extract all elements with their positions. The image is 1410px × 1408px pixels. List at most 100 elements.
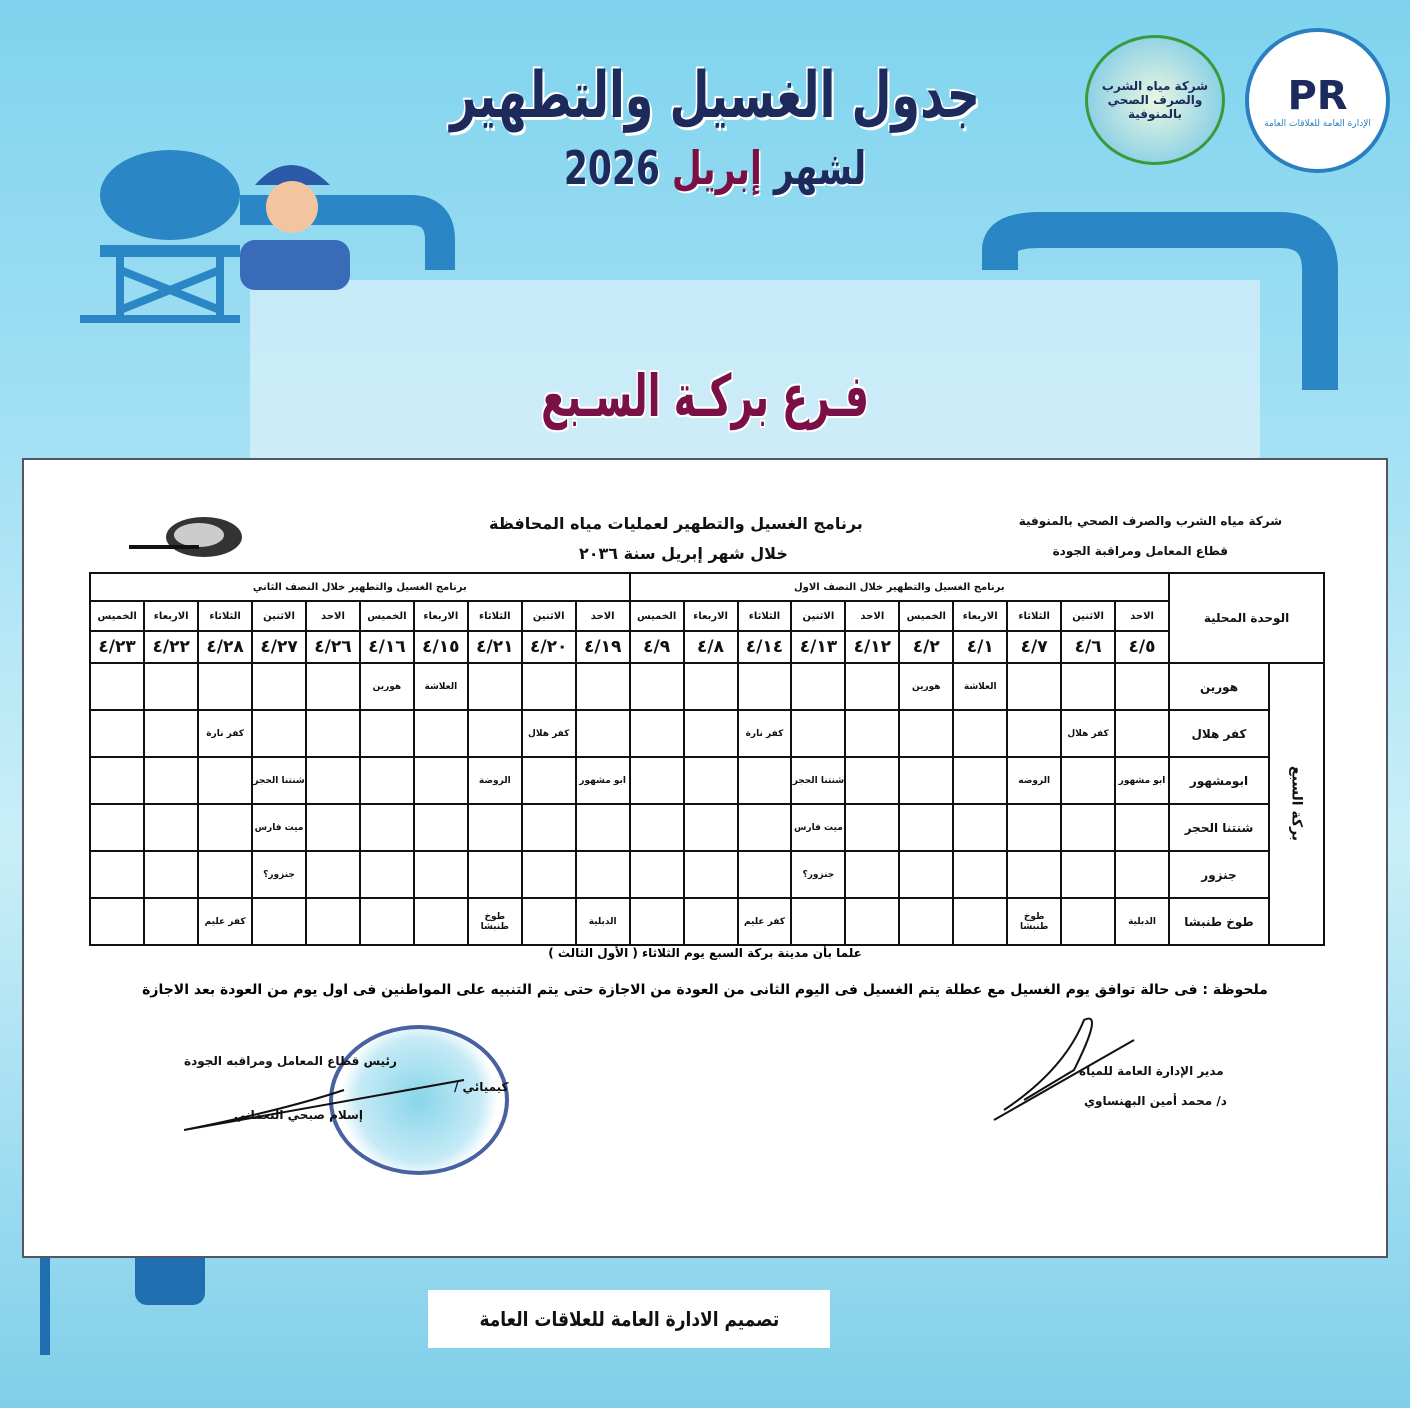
schedule-cell: طوخ طنبشا	[466, 897, 523, 946]
lab-logo	[129, 517, 242, 557]
schedule-cell	[88, 803, 146, 852]
schedule-cell	[574, 803, 631, 852]
schedule-cell	[358, 756, 415, 805]
side-label: بركة السبع	[1268, 662, 1325, 946]
schedule-cell	[682, 709, 739, 758]
date-header: ٤/٢٦	[305, 630, 361, 664]
schedule-cell	[1060, 850, 1117, 899]
schedule-cell	[628, 662, 685, 711]
unit-name: كفر هلال	[1168, 709, 1270, 758]
day-header: الاربعاء	[952, 600, 1009, 632]
date-header: ٤/٢٠	[520, 630, 577, 664]
schedule-cell: كفر نارة	[197, 709, 254, 758]
schedule-cell	[466, 850, 523, 899]
signature	[993, 1017, 1135, 1121]
schedule-cell	[520, 756, 577, 805]
schedule-cell	[952, 756, 1009, 805]
date-header: ٤/١٦	[358, 630, 415, 664]
schedule-cell	[520, 662, 577, 711]
schedule-cell	[1060, 662, 1117, 711]
half1-title: برنامج الغسيل والتطهير خلال النصف الاول	[628, 572, 1171, 602]
day-header: الخميس	[358, 600, 415, 632]
doc-period: خلال شهر إبريل سنة ٢٠٣٦	[579, 544, 788, 563]
schedule-cell	[628, 897, 685, 946]
schedule-cell	[898, 756, 955, 805]
schedule-table: الوحدة المحلية برنامج الغسيل والتطهير خلا…	[88, 572, 1325, 946]
schedule-cell	[682, 803, 739, 852]
schedule-cell	[1114, 662, 1170, 711]
official-stamp	[329, 1025, 509, 1175]
schedule-cell	[1006, 803, 1063, 852]
day-header: الاربعاء	[143, 600, 200, 632]
date-header: ٤/٧	[1006, 630, 1063, 664]
schedule-cell	[412, 850, 469, 899]
schedule-cell: العلاشة	[952, 662, 1009, 711]
date-header: ٤/١٣	[790, 630, 847, 664]
schedule-cell	[88, 662, 146, 711]
pipe-decoration	[250, 212, 1338, 470]
schedule-cell	[358, 897, 415, 946]
day-header: الاحد	[574, 600, 631, 632]
doc-sector: قطاع المعامل ومراقبة الجودة	[1052, 544, 1228, 558]
schedule-cell	[143, 709, 200, 758]
schedule-cell: الروضة	[466, 756, 523, 805]
schedule-cell	[898, 709, 955, 758]
pr-logo-text: الإدارة العامة للعلاقات العامة	[1264, 118, 1371, 129]
schedule-cell: كفر هلال	[520, 709, 577, 758]
schedule-cell	[251, 662, 307, 711]
date-header: ٤/٩	[628, 630, 685, 664]
table-row: شنتنا الحجر ميت فارس ميت فارس	[88, 803, 1324, 852]
schedule-cell: كفر نارة	[736, 709, 793, 758]
unit-header: الوحدة المحلية	[1168, 572, 1325, 664]
half2-title: برنامج الغسيل والتطهير خلال النصف الثاني	[89, 572, 631, 602]
water-tank-decoration	[80, 150, 455, 323]
schedule-cell	[682, 756, 739, 805]
holiday-note: ملحوظة : فى حالة توافق يوم الغسيل مع عطل…	[142, 982, 1268, 998]
schedule-cell	[844, 803, 901, 852]
day-header: الاثنين	[520, 600, 577, 632]
schedule-cell	[790, 709, 847, 758]
schedule-cell	[1006, 709, 1063, 758]
schedule-cell	[736, 662, 793, 711]
schedule-cell: هورين	[358, 662, 415, 711]
pr-logo-mark: PR	[1287, 72, 1348, 119]
schedule-cell: ميت فارس	[251, 803, 307, 852]
schedule-cell	[197, 850, 254, 899]
schedule-cell: هورين	[898, 662, 955, 711]
schedule-cell: شنتنا الحجر	[790, 756, 847, 805]
branch-title: فـرع بركـة السـبع	[541, 362, 869, 430]
schedule-cell	[143, 662, 200, 711]
schedule-cell: الروضه	[1006, 756, 1063, 805]
schedule-cell	[736, 756, 793, 805]
pr-logo: PR الإدارة العامة للعلاقات العامة	[1245, 28, 1390, 173]
schedule-cell	[574, 662, 631, 711]
schedule-cell	[520, 850, 577, 899]
schedule-cell	[358, 709, 415, 758]
schedule-cell	[88, 709, 146, 758]
date-header: ٤/١٩	[574, 630, 631, 664]
unit-name: شنتنا الحجر	[1168, 803, 1270, 852]
schedule-cell	[1060, 803, 1117, 852]
schedule-cell	[520, 803, 577, 852]
signature-left	[184, 1079, 465, 1131]
left-signatory-title: رئيس قطاع المعامل ومراقبه الجودة	[184, 1054, 397, 1068]
date-header: ٤/٨	[682, 630, 739, 664]
schedule-cell: كفر هلال	[1060, 709, 1117, 758]
schedule-cell	[412, 803, 469, 852]
schedule-cell	[358, 850, 415, 899]
schedule-cell	[1114, 850, 1170, 899]
schedule-cell: ابو مشهور	[1114, 756, 1170, 805]
schedule-cell	[1006, 662, 1063, 711]
table-row: ابومشهور ابو مشهور الروضه شنتنا الحجر ابو مش…	[88, 756, 1324, 805]
schedule-cell	[143, 897, 200, 946]
schedule-cell	[952, 803, 1009, 852]
day-header: الثلاثاء	[466, 600, 523, 632]
table-row: كفر هلال كفر هلال كفر نارة كفر هلال كفر نارة	[88, 709, 1324, 758]
schedule-cell: جنزور؟	[790, 850, 847, 899]
schedule-cell	[682, 662, 739, 711]
schedule-cell	[143, 850, 200, 899]
day-header: الاحد	[305, 600, 361, 632]
right-signatory-name: د/ محمد أمين البهنساوي	[1084, 1094, 1227, 1108]
schedule-cell	[143, 756, 200, 805]
day-header: الاربعاء	[412, 600, 469, 632]
